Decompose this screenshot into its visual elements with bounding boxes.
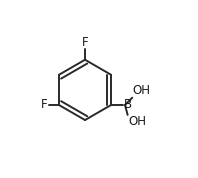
Text: OH: OH xyxy=(128,115,146,128)
Text: OH: OH xyxy=(133,84,151,97)
Text: F: F xyxy=(41,98,48,111)
Text: B: B xyxy=(124,98,132,111)
Text: F: F xyxy=(82,36,88,49)
